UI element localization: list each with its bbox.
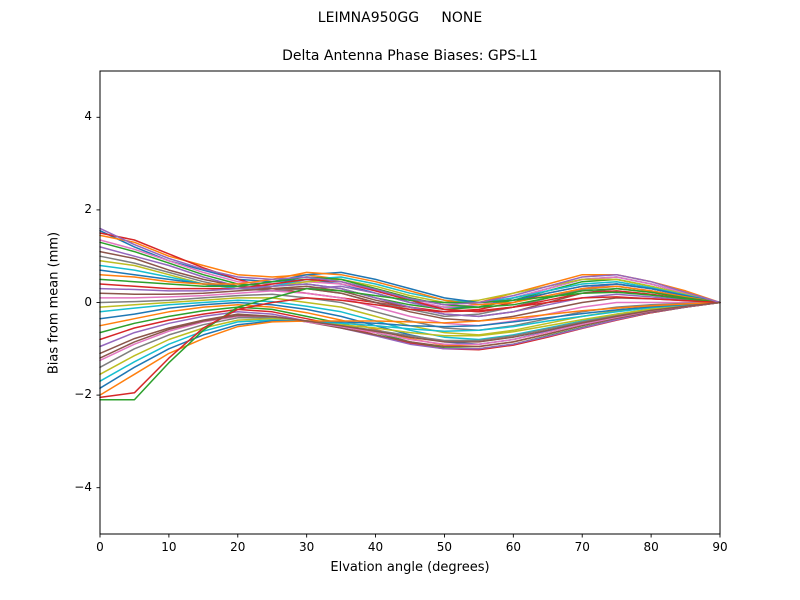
series-line [99, 301, 721, 362]
x-tick-label: 0 [96, 540, 104, 554]
x-tick-label: 40 [367, 540, 384, 554]
x-tick-label: 80 [643, 540, 659, 554]
y-tick-label: 4 [84, 109, 92, 124]
y-tick-label: −2 [74, 387, 92, 402]
x-tick-label: 20 [230, 540, 246, 554]
x-axis-label: Elvation angle (degrees) [330, 560, 490, 575]
series-line [99, 283, 721, 318]
figure-suptitle: LEIMNA950GG NONE [317, 10, 483, 26]
x-tick-label: 50 [436, 540, 453, 554]
series-line [99, 301, 721, 389]
series-line [99, 301, 721, 350]
series-line [99, 301, 721, 355]
series-line [99, 301, 721, 396]
x-tick-label: 10 [161, 540, 177, 554]
series-line [99, 290, 721, 327]
series-line [99, 271, 721, 306]
series-line [99, 301, 721, 369]
x-tick-label: 30 [299, 540, 315, 554]
axes-spines [99, 70, 721, 535]
y-tick-label: 2 [84, 201, 92, 216]
series-line [99, 296, 721, 399]
series-line [99, 276, 721, 308]
series-line [99, 301, 721, 359]
chart-title: Delta Antenna Phase Biases: GPS-L1 [282, 48, 538, 64]
series-line [99, 287, 721, 401]
y-tick-label: −4 [74, 479, 92, 494]
series-line [99, 227, 721, 306]
y-tick-label: 0 [84, 294, 92, 309]
x-tick-label: 60 [505, 540, 521, 554]
series-line [99, 293, 721, 332]
x-tick-label: 90 [712, 540, 728, 554]
x-tick-label: 70 [574, 540, 590, 554]
series-line [99, 287, 721, 322]
